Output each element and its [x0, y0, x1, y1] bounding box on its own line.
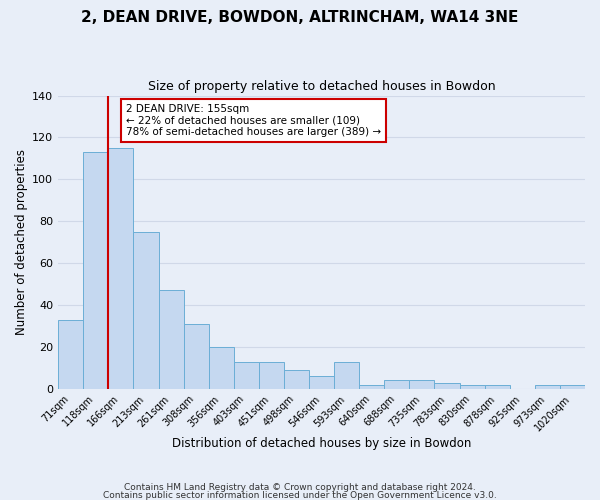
Text: 2, DEAN DRIVE, BOWDON, ALTRINCHAM, WA14 3NE: 2, DEAN DRIVE, BOWDON, ALTRINCHAM, WA14 … [82, 10, 518, 25]
Bar [560, 384, 585, 389]
Bar [434, 382, 460, 389]
Bar [184, 324, 209, 389]
X-axis label: Distribution of detached houses by size in Bowdon: Distribution of detached houses by size … [172, 437, 471, 450]
Bar [359, 384, 384, 389]
Bar [384, 380, 409, 389]
Bar [259, 362, 284, 389]
Y-axis label: Number of detached properties: Number of detached properties [15, 149, 28, 335]
Text: Contains public sector information licensed under the Open Government Licence v3: Contains public sector information licen… [103, 490, 497, 500]
Text: 2 DEAN DRIVE: 155sqm
← 22% of detached houses are smaller (109)
78% of semi-deta: 2 DEAN DRIVE: 155sqm ← 22% of detached h… [126, 104, 381, 137]
Bar [409, 380, 434, 389]
Bar [460, 384, 485, 389]
Bar [158, 290, 184, 389]
Bar [334, 362, 359, 389]
Bar [58, 320, 83, 389]
Bar [234, 362, 259, 389]
Bar [535, 384, 560, 389]
Bar [83, 152, 109, 389]
Bar [209, 347, 234, 389]
Bar [485, 384, 510, 389]
Text: Contains HM Land Registry data © Crown copyright and database right 2024.: Contains HM Land Registry data © Crown c… [124, 484, 476, 492]
Bar [309, 376, 334, 389]
Bar [133, 232, 158, 389]
Bar [109, 148, 133, 389]
Bar [284, 370, 309, 389]
Title: Size of property relative to detached houses in Bowdon: Size of property relative to detached ho… [148, 80, 496, 93]
